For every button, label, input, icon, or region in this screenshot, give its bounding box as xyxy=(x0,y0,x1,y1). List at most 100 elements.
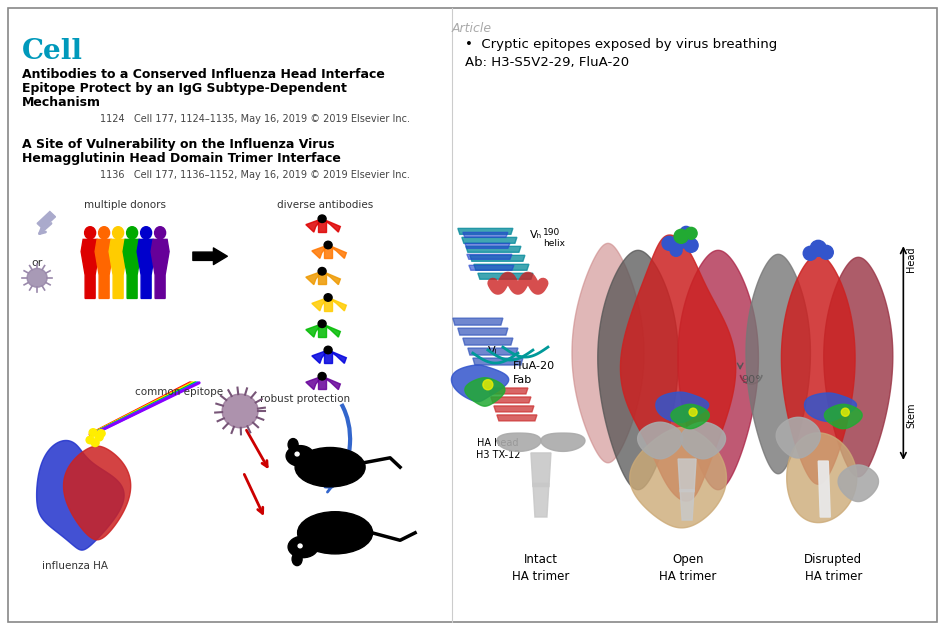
Circle shape xyxy=(27,268,47,287)
Polygon shape xyxy=(680,490,694,520)
Circle shape xyxy=(673,229,687,243)
Text: Antibodies to a Conserved Influenza Head Interface: Antibodies to a Conserved Influenza Head… xyxy=(22,68,384,81)
Text: Hemagglutinin Head Domain Trimer Interface: Hemagglutinin Head Domain Trimer Interfa… xyxy=(22,152,341,165)
Polygon shape xyxy=(677,250,758,490)
Bar xyxy=(318,273,326,284)
Circle shape xyxy=(86,436,94,444)
Circle shape xyxy=(840,408,849,416)
Ellipse shape xyxy=(155,227,165,239)
Bar xyxy=(318,326,326,337)
Text: HA head
H3 TX-12: HA head H3 TX-12 xyxy=(475,438,519,461)
Polygon shape xyxy=(670,404,709,428)
Circle shape xyxy=(683,238,698,253)
Bar xyxy=(318,378,326,389)
Polygon shape xyxy=(457,328,507,335)
Polygon shape xyxy=(818,461,830,517)
Bar xyxy=(324,352,331,363)
Text: Vₕ: Vₕ xyxy=(530,231,542,241)
Polygon shape xyxy=(306,376,322,389)
Circle shape xyxy=(318,268,326,275)
Text: Open
HA trimer: Open HA trimer xyxy=(659,553,716,583)
Ellipse shape xyxy=(141,227,151,239)
Polygon shape xyxy=(95,239,113,299)
Polygon shape xyxy=(494,406,533,412)
Polygon shape xyxy=(328,297,346,311)
Polygon shape xyxy=(81,239,99,299)
Polygon shape xyxy=(786,433,856,523)
Polygon shape xyxy=(478,273,532,279)
Polygon shape xyxy=(540,433,584,451)
Polygon shape xyxy=(463,338,513,345)
Ellipse shape xyxy=(292,553,302,566)
Circle shape xyxy=(295,452,299,456)
Text: robust protection: robust protection xyxy=(260,394,350,404)
Text: 90°: 90° xyxy=(741,375,760,385)
Polygon shape xyxy=(472,358,522,365)
Polygon shape xyxy=(328,350,346,364)
Polygon shape xyxy=(497,415,536,421)
Circle shape xyxy=(688,408,697,416)
Ellipse shape xyxy=(98,227,110,239)
Polygon shape xyxy=(678,459,696,491)
Polygon shape xyxy=(469,255,524,261)
Polygon shape xyxy=(151,239,169,299)
Ellipse shape xyxy=(288,536,318,558)
Text: multiple donors: multiple donors xyxy=(84,200,166,210)
Polygon shape xyxy=(463,232,507,238)
Text: 1124   Cell 177, 1124–1135, May 16, 2019 © 2019 Elsevier Inc.: 1124 Cell 177, 1124–1135, May 16, 2019 ©… xyxy=(100,114,410,124)
Bar xyxy=(37,212,56,229)
Polygon shape xyxy=(462,238,516,243)
Polygon shape xyxy=(497,433,540,451)
Circle shape xyxy=(97,430,105,437)
Polygon shape xyxy=(473,265,529,270)
Ellipse shape xyxy=(85,227,95,239)
Polygon shape xyxy=(803,393,855,421)
Polygon shape xyxy=(531,453,550,486)
Polygon shape xyxy=(781,255,854,484)
Text: Vₗ: Vₗ xyxy=(487,346,497,356)
Polygon shape xyxy=(306,324,322,337)
Ellipse shape xyxy=(112,227,124,239)
Polygon shape xyxy=(452,318,502,325)
Polygon shape xyxy=(775,417,819,458)
Ellipse shape xyxy=(297,512,372,554)
Polygon shape xyxy=(598,250,678,490)
Text: diverse antibodies: diverse antibodies xyxy=(277,200,373,210)
Text: Cell: Cell xyxy=(22,38,83,65)
Text: Ab: H3-S5V2-29, FluA-20: Ab: H3-S5V2-29, FluA-20 xyxy=(464,56,629,69)
Bar xyxy=(324,247,331,258)
Circle shape xyxy=(684,227,697,239)
Bar xyxy=(318,220,326,232)
Polygon shape xyxy=(745,255,810,474)
Polygon shape xyxy=(487,388,528,394)
Text: common epitope: common epitope xyxy=(135,387,223,398)
Text: Stem: Stem xyxy=(905,403,916,428)
Polygon shape xyxy=(123,239,141,299)
Circle shape xyxy=(324,241,331,249)
Polygon shape xyxy=(465,246,520,253)
Circle shape xyxy=(297,544,302,548)
Polygon shape xyxy=(306,219,322,232)
FancyArrowPatch shape xyxy=(193,248,228,265)
Polygon shape xyxy=(322,376,340,389)
Polygon shape xyxy=(468,265,514,270)
Polygon shape xyxy=(655,392,708,423)
Polygon shape xyxy=(322,272,340,285)
Text: FluA-20
Fab: FluA-20 Fab xyxy=(513,362,554,384)
Polygon shape xyxy=(312,350,328,364)
Polygon shape xyxy=(328,245,346,258)
Circle shape xyxy=(680,226,691,238)
Polygon shape xyxy=(37,440,124,550)
Circle shape xyxy=(91,439,99,447)
Polygon shape xyxy=(571,243,644,463)
Circle shape xyxy=(318,215,326,222)
Polygon shape xyxy=(532,483,548,517)
Circle shape xyxy=(482,380,493,390)
Text: Epitope Protect by an IgG Subtype-Dependent: Epitope Protect by an IgG Subtype-Depend… xyxy=(22,82,346,95)
Polygon shape xyxy=(837,465,878,501)
Circle shape xyxy=(324,346,331,353)
Circle shape xyxy=(324,294,331,301)
Circle shape xyxy=(818,245,833,260)
Polygon shape xyxy=(63,446,130,540)
Text: Head: Head xyxy=(905,246,916,272)
